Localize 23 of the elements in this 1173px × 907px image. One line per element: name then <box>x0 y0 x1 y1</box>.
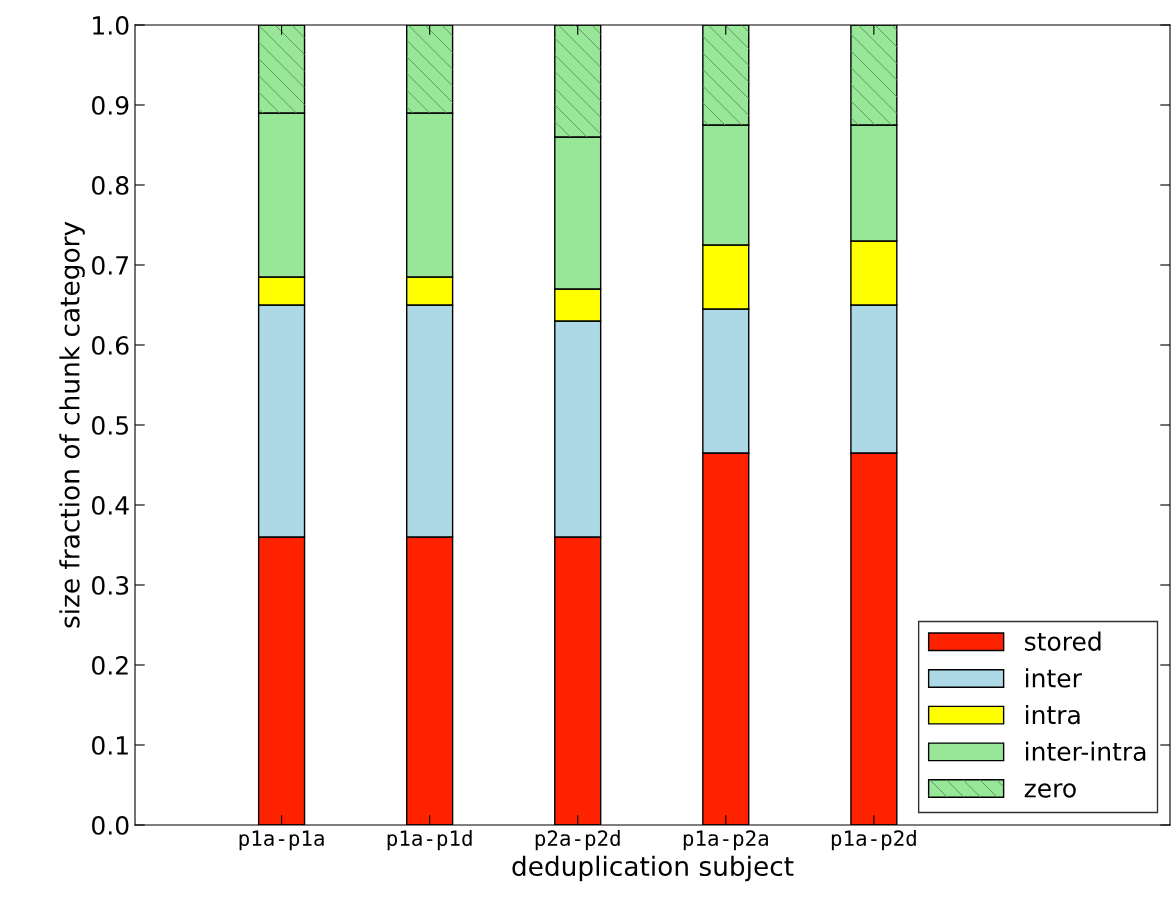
y-tick-label: 0.5 <box>92 415 128 435</box>
y-tick-label: 0.1 <box>92 735 128 755</box>
y-tick-label: 0.8 <box>92 175 129 195</box>
x-tick-label: p1a-p2d <box>831 829 916 851</box>
x-axis-title: deduplication subject <box>512 855 794 882</box>
legend-label: inter-intra <box>1025 741 1146 761</box>
y-tick-label: 0.4 <box>92 495 129 515</box>
y-tick-label: 0.3 <box>92 575 129 595</box>
y-axis-title: size fraction of chunk category <box>59 221 85 628</box>
y-tick-label: 0.0 <box>92 815 129 835</box>
y-tick-label: 0.2 <box>92 655 128 675</box>
x-tick-label: p1a-p1a <box>239 830 324 851</box>
y-tick-label: 0.9 <box>92 95 129 115</box>
x-tick-label: p1a-p1d <box>387 829 472 851</box>
x-tick-label: p1a-p2a <box>683 830 768 851</box>
legend-label: zero <box>1024 783 1076 798</box>
legend-label: intra <box>1025 704 1080 725</box>
y-tick-label: 1.0 <box>93 15 129 35</box>
legend-label: inter <box>1025 668 1082 688</box>
legend-label: stored <box>1024 631 1101 651</box>
y-tick-label: 0.6 <box>92 335 129 355</box>
y-tick-label: 0.7 <box>92 255 128 275</box>
x-tick-label: p2a-p2d <box>535 829 620 851</box>
